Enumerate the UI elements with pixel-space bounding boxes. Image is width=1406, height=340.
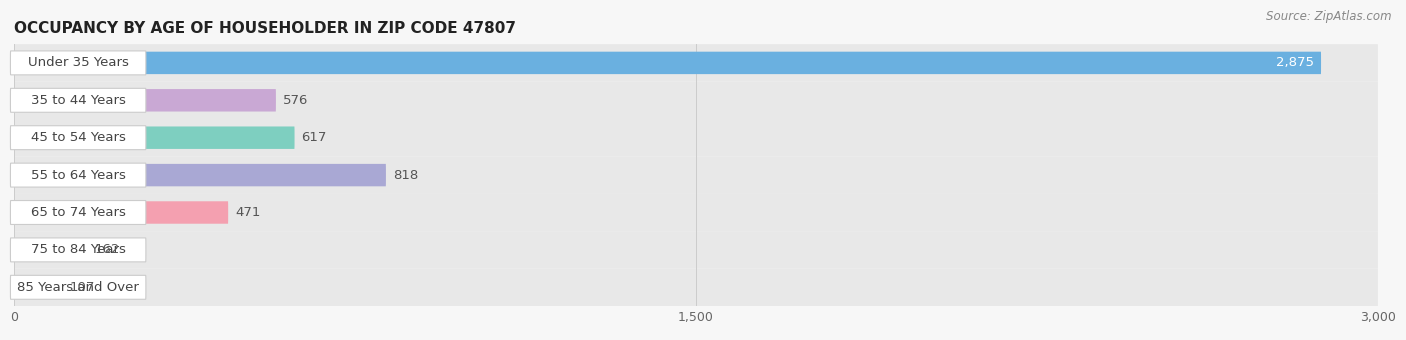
FancyBboxPatch shape — [14, 119, 1378, 156]
Text: Under 35 Years: Under 35 Years — [28, 56, 128, 69]
FancyBboxPatch shape — [10, 275, 146, 299]
FancyBboxPatch shape — [14, 231, 1378, 269]
FancyBboxPatch shape — [14, 52, 1322, 74]
Text: 617: 617 — [301, 131, 326, 144]
FancyBboxPatch shape — [10, 238, 146, 262]
Text: 107: 107 — [69, 281, 94, 294]
Text: 85 Years and Over: 85 Years and Over — [17, 281, 139, 294]
FancyBboxPatch shape — [14, 201, 228, 224]
Text: 75 to 84 Years: 75 to 84 Years — [31, 243, 125, 256]
Text: 2,875: 2,875 — [1277, 56, 1315, 69]
FancyBboxPatch shape — [14, 44, 1378, 82]
FancyBboxPatch shape — [10, 51, 146, 75]
Text: 471: 471 — [235, 206, 260, 219]
Text: 65 to 74 Years: 65 to 74 Years — [31, 206, 125, 219]
Text: 55 to 64 Years: 55 to 64 Years — [31, 169, 125, 182]
FancyBboxPatch shape — [14, 194, 1378, 231]
Text: 45 to 54 Years: 45 to 54 Years — [31, 131, 125, 144]
FancyBboxPatch shape — [10, 88, 146, 112]
FancyBboxPatch shape — [14, 82, 1378, 119]
FancyBboxPatch shape — [14, 239, 87, 261]
FancyBboxPatch shape — [10, 201, 146, 224]
FancyBboxPatch shape — [14, 276, 63, 299]
Text: 576: 576 — [283, 94, 308, 107]
Text: 818: 818 — [392, 169, 418, 182]
Text: 162: 162 — [94, 243, 120, 256]
Text: 35 to 44 Years: 35 to 44 Years — [31, 94, 125, 107]
FancyBboxPatch shape — [14, 126, 294, 149]
Text: Source: ZipAtlas.com: Source: ZipAtlas.com — [1267, 10, 1392, 23]
FancyBboxPatch shape — [14, 164, 385, 186]
FancyBboxPatch shape — [10, 163, 146, 187]
FancyBboxPatch shape — [14, 156, 1378, 194]
FancyBboxPatch shape — [14, 89, 276, 112]
Text: OCCUPANCY BY AGE OF HOUSEHOLDER IN ZIP CODE 47807: OCCUPANCY BY AGE OF HOUSEHOLDER IN ZIP C… — [14, 21, 516, 36]
FancyBboxPatch shape — [10, 126, 146, 150]
FancyBboxPatch shape — [14, 269, 1378, 306]
